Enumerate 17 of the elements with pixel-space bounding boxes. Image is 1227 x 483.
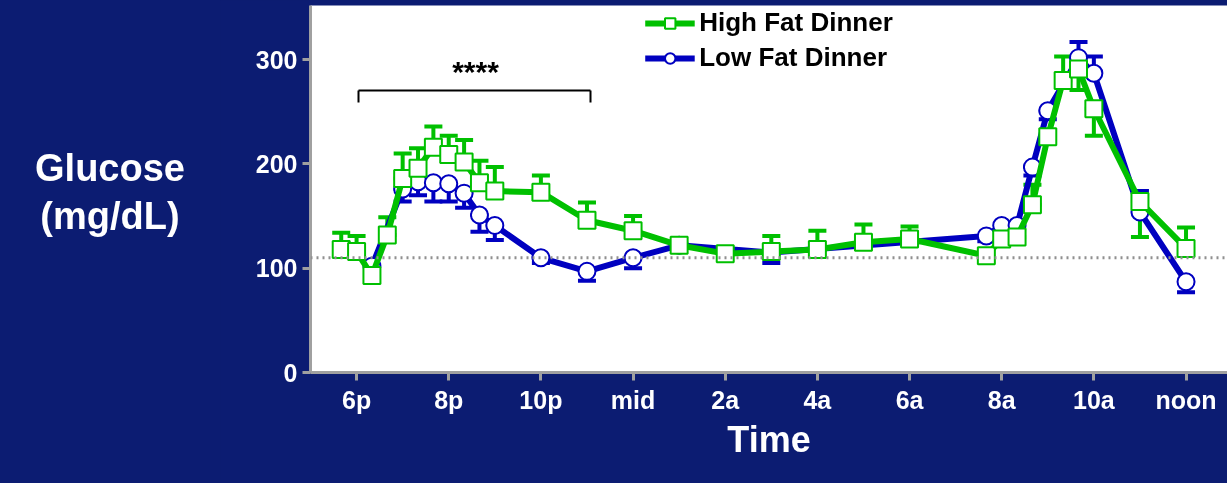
x-tick-label: mid [610,385,656,414]
y-tick-label: 300 [255,45,298,74]
x-tick-label: 8a [987,385,1017,414]
x-axis-title: Time [727,418,811,460]
x-tick-label: 2a [711,385,741,414]
x-tick-label: noon [1155,385,1217,414]
legend-label: High Fat Dinner [699,7,893,38]
x-tick-label: 4a [803,385,833,414]
x-tick-label: 6a [895,385,925,414]
x-tick-label: 8p [434,385,464,414]
y-tick-label: 100 [255,254,298,283]
x-tick-label: 10p [519,385,563,414]
y-tick-label: 200 [255,149,298,178]
x-tick-label: 6p [341,385,372,414]
x-tick-label: 10a [1073,385,1116,414]
y-axis-title: Glucose (mg/dL) [35,146,185,239]
y-tick-label: 0 [283,358,298,387]
